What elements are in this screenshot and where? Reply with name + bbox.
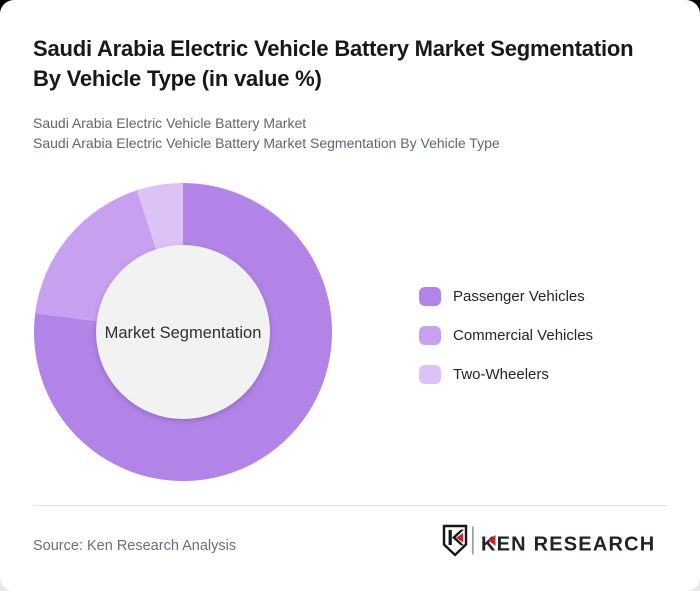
legend-label: Two-Wheelers [453, 366, 549, 383]
donut-segments [34, 183, 333, 481]
footer-divider [33, 505, 667, 506]
brand-k-red-triangle [488, 535, 496, 546]
donut-segment-2 [136, 183, 183, 250]
subtitle-line-2: Saudi Arabia Electric Vehicle Battery Ma… [33, 134, 500, 151]
subtitle-line-1: Saudi Arabia Electric Vehicle Battery Ma… [33, 115, 307, 131]
legend-item-passenger-vehicles: Passenger Vehicles [419, 287, 593, 306]
donut-center-circle [96, 245, 270, 419]
legend-swatch-passenger-vehicles [419, 287, 441, 306]
ken-research-logo: KEN RESEARCH [442, 524, 655, 557]
donut-chart: Market Segmentation [23, 172, 343, 492]
legend-item-commercial-vehicles: Commercial Vehicles [419, 326, 593, 345]
brand-separator [472, 526, 474, 555]
legend-label: Commercial Vehicles [453, 327, 594, 344]
donut-segment-0 [34, 183, 333, 481]
legend-swatch-commercial-vehicles [419, 326, 441, 345]
donut-center-label: Market Segmentation [105, 324, 262, 342]
page-title: Saudi Arabia Electric Vehicle Battery Ma… [33, 36, 634, 91]
brand-shield-icon [442, 524, 468, 557]
source-attribution: Source: Ken Research Analysis [33, 538, 237, 554]
legend-swatch-two-wheelers [419, 365, 441, 384]
legend-label: Passenger Vehicles [453, 288, 585, 305]
chart-legend: Passenger Vehicles Commercial Vehicles T… [419, 287, 593, 384]
brand-wordmark: KEN RESEARCH [481, 534, 655, 556]
legend-item-two-wheelers: Two-Wheelers [419, 365, 593, 384]
subtitle: Saudi Arabia Electric Vehicle Battery Ma… [33, 114, 500, 153]
donut-segment-1 [35, 190, 157, 322]
